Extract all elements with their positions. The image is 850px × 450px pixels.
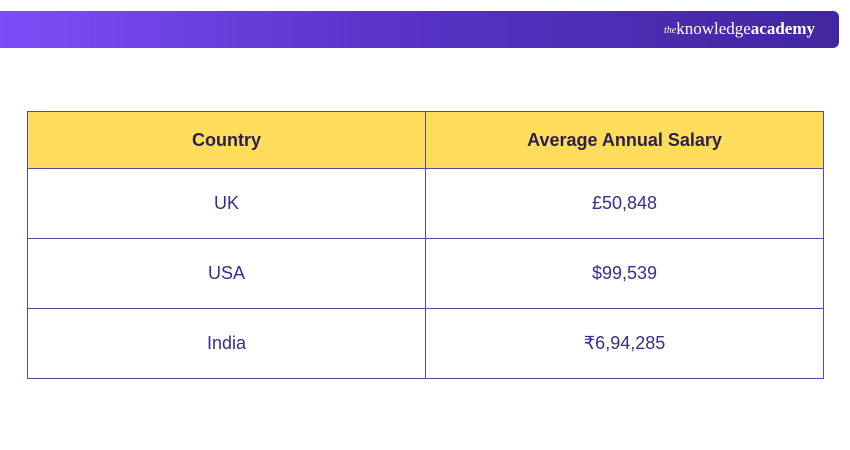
- brand-logo: theknowledgeacademy: [664, 19, 815, 41]
- table-row: USA $99,539: [27, 238, 824, 309]
- top-banner: theknowledgeacademy: [0, 11, 839, 48]
- header-country: Country: [27, 111, 426, 169]
- country-cell: UK: [27, 168, 426, 239]
- brand-academy: academy: [750, 19, 815, 38]
- country-cell: USA: [27, 238, 426, 309]
- salary-table: Country Average Annual Salary UK £50,848…: [27, 111, 824, 379]
- brand-knowledge: knowledge: [676, 19, 751, 38]
- country-cell: India: [27, 308, 426, 379]
- brand-prefix: the: [663, 25, 677, 36]
- table-row: India ₹6,94,285: [27, 308, 824, 379]
- table-header-row: Country Average Annual Salary: [27, 111, 824, 169]
- salary-cell: £50,848: [425, 168, 824, 239]
- salary-cell: ₹6,94,285: [425, 308, 824, 379]
- salary-cell: $99,539: [425, 238, 824, 309]
- header-average-annual-salary: Average Annual Salary: [425, 111, 824, 169]
- table-row: UK £50,848: [27, 168, 824, 239]
